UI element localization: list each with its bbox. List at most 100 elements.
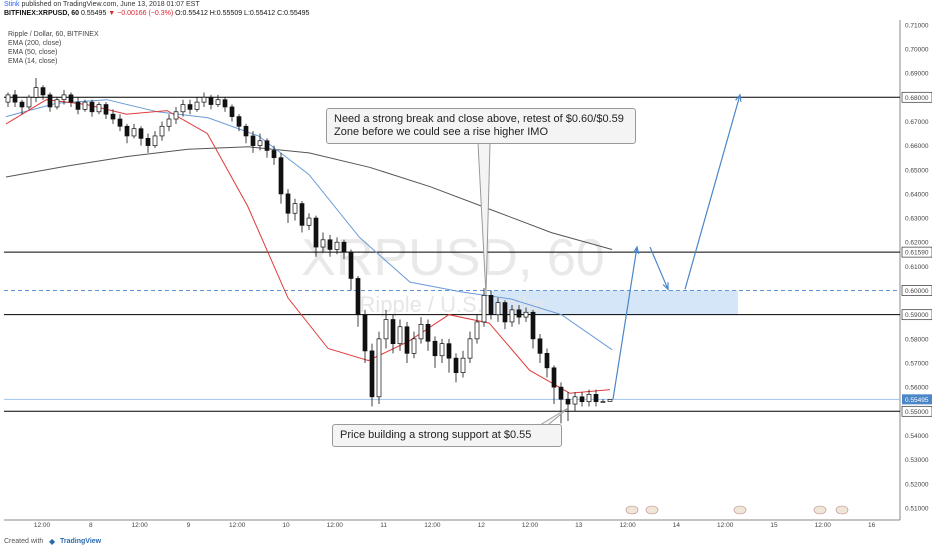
candle-body	[117, 118, 123, 127]
annotation-bottom[interactable]: Price building a strong support at $0.55	[332, 424, 562, 447]
candle-body	[299, 203, 305, 226]
candle-body	[222, 99, 228, 108]
change-value: ▼ −0.00166 (−0.3%)	[108, 10, 174, 17]
candle-body	[47, 94, 53, 108]
zone-rect	[490, 290, 738, 315]
price-tag-bg	[901, 246, 932, 258]
price-tag-bg	[901, 91, 932, 103]
legend-ema14[interactable]: EMA (14, close)	[8, 58, 58, 65]
candle-body	[586, 394, 592, 402]
time-tick-label: 12:00	[327, 522, 344, 529]
time-tick-label: 12:00	[522, 522, 539, 529]
candle-body	[600, 401, 606, 403]
candle-body	[215, 99, 221, 105]
price-tag-bg	[901, 309, 932, 321]
symbol-line: BITFINEX:XRPUSD, 60 0.55495 ▼ −0.00166 (…	[4, 10, 309, 17]
candle-body	[236, 116, 242, 127]
candle-body	[376, 338, 382, 398]
time-tick-label: 15	[770, 522, 778, 529]
candle-body	[173, 111, 179, 120]
footer-brand[interactable]: TradingView	[60, 538, 102, 545]
publish-line: Stink published on TradingView.com, June…	[4, 1, 200, 8]
time-tick-label: 12:00	[619, 522, 636, 529]
callout-pointer-top	[477, 142, 491, 296]
candle-body	[33, 87, 39, 98]
time-tick-label: 10	[282, 522, 290, 529]
candle-body	[537, 338, 543, 354]
candle-body	[250, 135, 256, 146]
candle-body	[516, 309, 522, 318]
callout-pointers	[477, 142, 569, 426]
price-tick-label: 0.58000	[905, 336, 929, 343]
time-tick-label: 12:00	[34, 522, 51, 529]
candle-body	[432, 340, 438, 357]
price-tick-label: 0.60000	[905, 288, 929, 295]
candle-body	[551, 367, 557, 388]
price-axis[interactable]: 0.71000 0.70000 0.69000 0.68000 0.67000 0.660…	[901, 22, 932, 512]
candle-body	[446, 343, 452, 359]
candle-body	[96, 104, 102, 113]
candle-body	[558, 386, 564, 400]
watermark-symbol: XRPUSD, 60	[301, 229, 604, 287]
candle-body	[369, 350, 375, 398]
time-axis[interactable]: 12:00 8 12:00 9 12:00 10 12:00 11 12:00 12 12:00 13…	[34, 522, 876, 529]
projection-arrows[interactable]	[612, 93, 742, 400]
time-tick-label: 12:00	[229, 522, 246, 529]
legend-title: Ripple / Dollar, 60, BITFINEX	[8, 31, 99, 38]
candle-body	[19, 101, 25, 108]
footer: Created with ◆ TradingView	[0, 530, 932, 550]
event-flag-icon	[733, 505, 747, 515]
candle-body	[390, 319, 396, 345]
ema200-line	[5, 146, 613, 250]
price-tick-label: 0.68000	[905, 95, 929, 102]
tradingview-logo-icon: ◆	[49, 537, 56, 546]
ohlc-values: O:0.55412 H:0.55509 L:0.55412 C:0.55495	[175, 10, 310, 17]
time-tick-label: 11	[380, 522, 387, 529]
price-tick-label: 0.63000	[905, 216, 929, 223]
candle-body	[131, 128, 137, 137]
time-tick-label: 16	[868, 522, 876, 529]
candle-body	[383, 319, 389, 340]
ema50-line	[5, 99, 613, 351]
price-tick-label: 0.56000	[905, 385, 929, 392]
candles	[5, 77, 613, 424]
grid	[4, 20, 901, 521]
legend-ema50[interactable]: EMA (50, close)	[8, 49, 58, 56]
legend-ema200[interactable]: EMA (200, close)	[8, 40, 62, 47]
price-tick-label: 0.53000	[905, 457, 929, 464]
candle-body	[124, 125, 130, 137]
projection-arrowhead	[632, 245, 640, 254]
candle-body	[488, 295, 494, 316]
candle-body	[68, 94, 74, 103]
candle-body	[138, 128, 144, 139]
watermark-name: Ripple / U.S. Dollar	[359, 292, 546, 317]
candle-body	[572, 396, 578, 405]
candle-body	[565, 398, 571, 405]
price-tick-label: 0.65000	[905, 167, 929, 174]
candle-body	[474, 321, 480, 340]
price-tick-label: 0.64000	[905, 191, 929, 198]
open-value: 0.55495	[81, 10, 107, 17]
candle-body	[334, 241, 340, 250]
annotation-top[interactable]: Need a strong break and close above, ret…	[326, 108, 636, 144]
candle-body	[152, 135, 158, 146]
author-link[interactable]: Stink	[4, 1, 20, 8]
candle-body	[306, 217, 312, 226]
candle-body	[26, 96, 32, 108]
candle-body	[292, 203, 298, 214]
time-tick-label: 12:00	[131, 522, 148, 529]
price-tick-label: 0.57000	[905, 360, 929, 367]
price-tick-label: 0.67000	[905, 119, 929, 126]
time-tick-label: 12:00	[424, 522, 441, 529]
level-lines[interactable]	[4, 96, 900, 412]
candle-body	[362, 314, 368, 352]
candle-body	[453, 357, 459, 374]
price-tag-bg	[902, 394, 932, 405]
indicator-legend: Ripple / Dollar, 60, BITFINEX EMA (200, …	[8, 30, 99, 66]
candle-body	[264, 140, 270, 151]
time-tick-label: 12:00	[717, 522, 734, 529]
event-flags[interactable]	[625, 505, 849, 515]
time-tick-label: 9	[187, 522, 191, 529]
candle-body	[194, 101, 200, 110]
